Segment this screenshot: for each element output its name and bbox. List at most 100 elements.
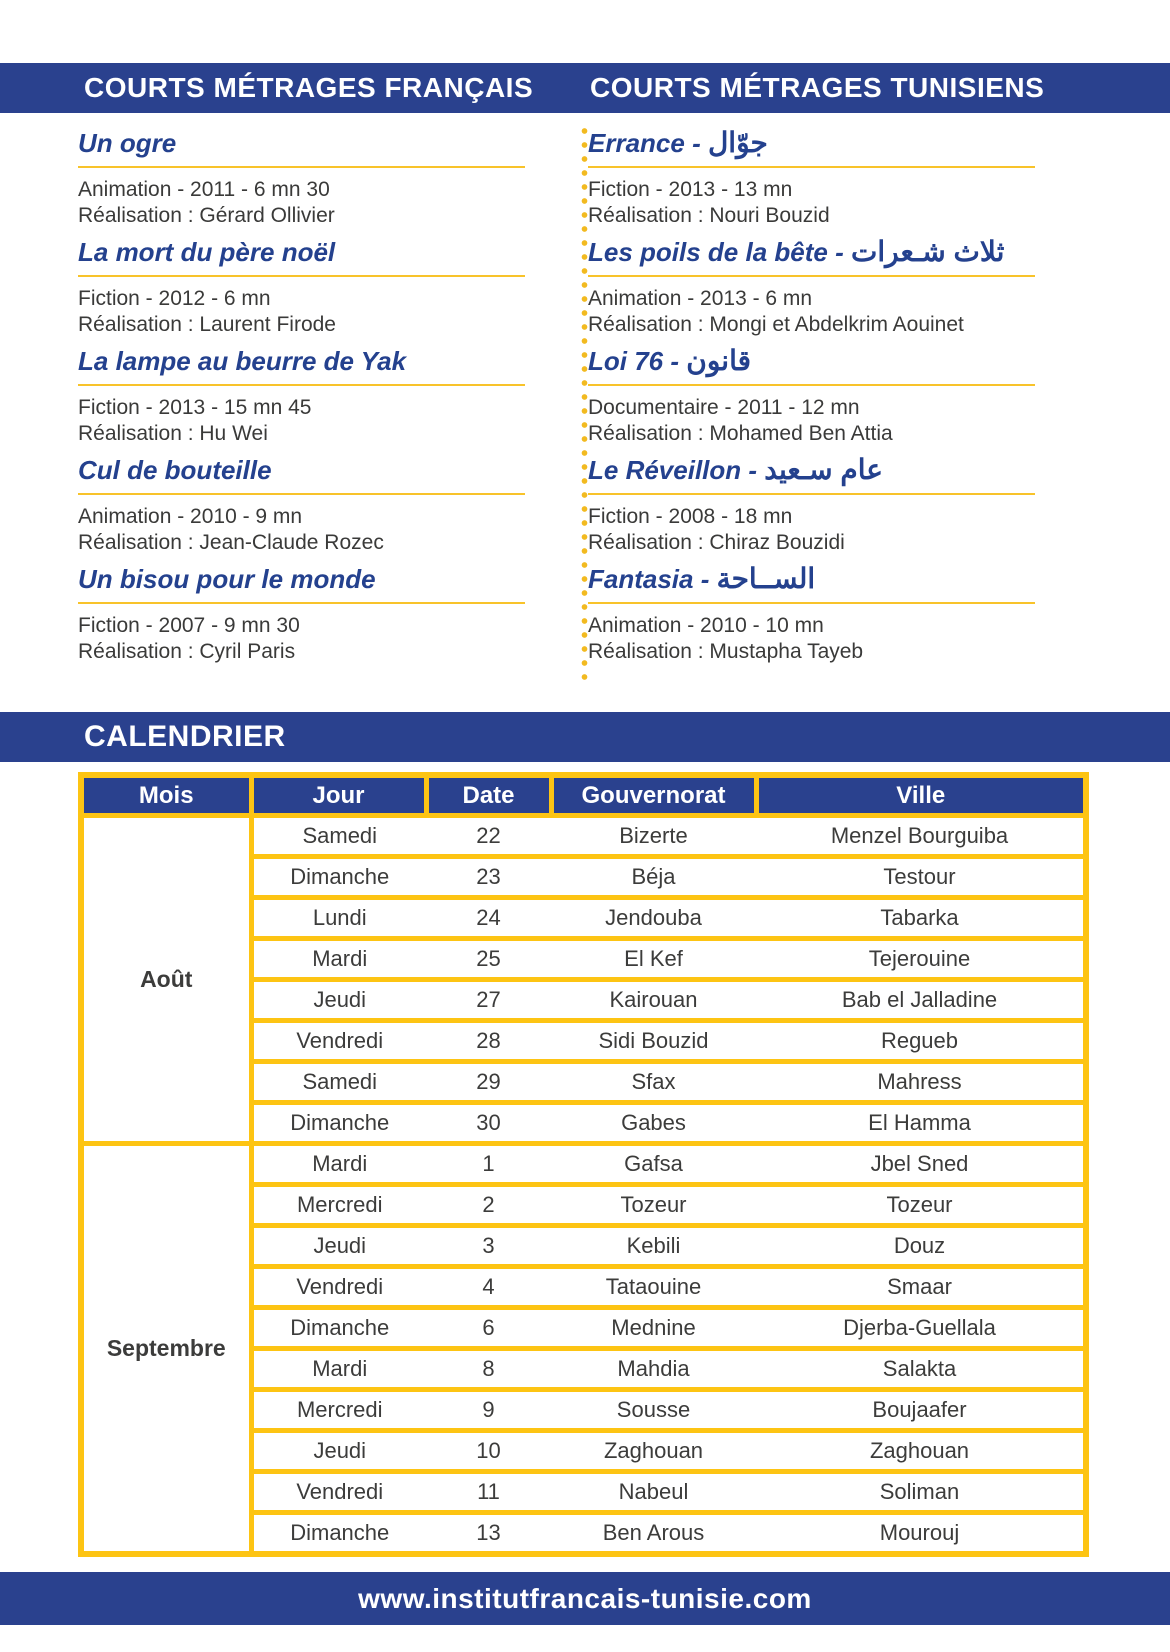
calendar-cell-jour: Dimanche: [251, 854, 426, 900]
calendar-row: Vendredi 11 Nabeul Soliman: [81, 1469, 1086, 1515]
film-genre-year-duration: Fiction - 2008 - 18 mn: [588, 505, 793, 528]
calendar-cell-gouvernorat: Jendouba: [551, 895, 756, 941]
film-title: Fantasia - الســاحة: [588, 564, 1035, 604]
tunisian-films-column: Errance - جوّال Fiction - 2013 - 13 mn Réa…: [588, 128, 1035, 673]
film-title: Errance - جوّال: [588, 128, 1035, 168]
film-genre-year-duration: Animation - 2010 - 9 mn: [78, 505, 303, 528]
film-entry: Loi 76 - قانون Documentaire - 2011 - 12 m…: [588, 346, 1035, 455]
calendar-cell-date: 8: [426, 1346, 551, 1392]
film-title: La lampe au beurre de Yak: [78, 346, 525, 386]
footer-bar: www.institutfrancais-tunisie.com: [0, 1572, 1170, 1625]
film-title-separator: -: [741, 455, 765, 485]
film-title-arabic: جوّال: [707, 127, 768, 158]
film-title-latin: La lampe au beurre de Yak: [78, 346, 407, 376]
film-title-arabic: الســاحة: [716, 563, 816, 594]
film-entry: Un ogre Animation - 2011 - 6 mn 30 Réalisa…: [78, 128, 525, 237]
film-title: Loi 76 - قانون: [588, 346, 1035, 386]
film-director: Réalisation : Laurent Firode: [78, 313, 336, 336]
calendar-cell-date: 2: [426, 1182, 551, 1228]
calendar-row: Dimanche 30 Gabes El Hamma: [81, 1100, 1086, 1146]
calendar-header-row: Mois Jour Date Gouvernorat Ville: [78, 772, 1089, 818]
calendar-row: Jeudi 3 Kebili Douz: [81, 1223, 1086, 1269]
film-title-latin: Fantasia: [588, 564, 694, 594]
calendar-cell-ville: Menzel Bourguiba: [756, 813, 1086, 859]
film-genre-year-duration: Fiction - 2013 - 15 mn 45: [78, 396, 312, 419]
film-details: Fiction - 2013 - 13 mn Réalisation : Nour…: [588, 177, 1035, 229]
column-header-gouvernorat: Gouvernorat: [548, 772, 759, 818]
film-genre-year-duration: Animation - 2013 - 6 mn: [588, 287, 813, 310]
films-section: Un ogre Animation - 2011 - 6 mn 30 Réalisa…: [0, 124, 1170, 688]
dotted-column-divider: [581, 124, 588, 680]
film-title-arabic: عام سـعيد: [764, 454, 883, 485]
film-genre-year-duration: Fiction - 2013 - 13 mn: [588, 178, 793, 201]
calendar-cell-ville: El Hamma: [756, 1100, 1086, 1146]
calendar-cell-ville: Tejerouine: [756, 936, 1086, 982]
calendar-row: Vendredi 28 Sidi Bouzid Regueb: [81, 1018, 1086, 1064]
film-director: Réalisation : Nouri Bouzid: [588, 204, 830, 227]
calendar-banner: CALENDRIER: [0, 712, 1170, 762]
calendar-cell-date: 4: [426, 1264, 551, 1310]
film-title-separator: -: [693, 564, 717, 594]
calendar-cell-date: 30: [426, 1100, 551, 1146]
film-entry: Le Réveillon - عام سـعيد Fiction - 2008 -…: [588, 455, 1035, 564]
calendar-cell-gouvernorat: Ben Arous: [551, 1510, 756, 1557]
calendar-cell-jour: Lundi: [251, 895, 426, 941]
calendar-cell-gouvernorat: Nabeul: [551, 1469, 756, 1515]
film-details: Animation - 2010 - 10 mn Réalisation : Mu…: [588, 613, 1035, 665]
calendar-row: Mardi 25 El Kef Tejerouine: [81, 936, 1086, 982]
calendar-row: Août Samedi 22 Bizerte Menzel Bourguiba: [81, 813, 1086, 1146]
calendar-cell-gouvernorat: Mednine: [551, 1305, 756, 1351]
calendar-cell-ville: Bab el Jalladine: [756, 977, 1086, 1023]
calendar-cell-date: 22: [426, 813, 551, 859]
film-entry: Fantasia - الســاحة Animation - 2010 - 10…: [588, 564, 1035, 673]
calendar-cell-jour: Vendredi: [251, 1018, 426, 1064]
calendar-cell-date: 9: [426, 1387, 551, 1433]
calendar-cell-date: 23: [426, 854, 551, 900]
calendar-row: Dimanche 6 Mednine Djerba-Guellala: [81, 1305, 1086, 1351]
film-title-separator: -: [663, 346, 687, 376]
calendar-cell-date: 6: [426, 1305, 551, 1351]
calendar-cell-gouvernorat: Zaghouan: [551, 1428, 756, 1474]
film-title: Cul de bouteille: [78, 455, 525, 495]
calendar-cell-date: 24: [426, 895, 551, 941]
calendar-cell-jour: Samedi: [251, 1059, 426, 1105]
film-genre-year-duration: Documentaire - 2011 - 12 mn: [588, 396, 860, 419]
calendar-cell-ville: Tabarka: [756, 895, 1086, 941]
calendar-cell-jour: Dimanche: [251, 1305, 426, 1351]
film-title-latin: Errance: [588, 128, 685, 158]
film-title-latin: Loi 76: [588, 346, 664, 376]
film-title: Les poils de la bête - ثلاث شـعرات: [588, 237, 1035, 277]
calendar-cell-date: 11: [426, 1469, 551, 1515]
film-entry: Les poils de la bête - ثلاث شـعرات Animat…: [588, 237, 1035, 346]
film-title-separator: -: [827, 237, 851, 267]
film-title-arabic: قانون: [686, 345, 751, 376]
film-title-latin: La mort du père noël: [78, 237, 336, 267]
calendar-row: Dimanche 13 Ben Arous Mourouj: [81, 1510, 1086, 1557]
film-genre-year-duration: Animation - 2011 - 6 mn 30: [78, 178, 330, 201]
film-director: Réalisation : Mohamed Ben Attia: [588, 422, 893, 445]
website-link[interactable]: www.institutfrancais-tunisie.com: [358, 1582, 812, 1614]
calendar-cell-gouvernorat: Gafsa: [551, 1141, 756, 1187]
calendar-cell-jour: Jeudi: [251, 1223, 426, 1269]
film-director: Réalisation : Hu Wei: [78, 422, 268, 445]
film-title: Le Réveillon - عام سـعيد: [588, 455, 1035, 495]
calendar-cell-date: 28: [426, 1018, 551, 1064]
film-title-latin: Les poils de la bête: [588, 237, 828, 267]
calendar-cell-jour: Samedi: [251, 813, 426, 859]
calendar-row: Mardi 8 Mahdia Salakta: [81, 1346, 1086, 1392]
calendar-cell-gouvernorat: El Kef: [551, 936, 756, 982]
calendar-cell-date: 25: [426, 936, 551, 982]
film-genre-year-duration: Animation - 2010 - 10 mn: [588, 614, 824, 637]
calendar-cell-date: 3: [426, 1223, 551, 1269]
calendar-cell-gouvernorat: Sousse: [551, 1387, 756, 1433]
calendar-cell-date: 27: [426, 977, 551, 1023]
calendar-cell-jour: Mercredi: [251, 1182, 426, 1228]
film-details: Fiction - 2012 - 6 mn Réalisation : Laure…: [78, 286, 525, 338]
calendar-month-cell: Août: [81, 813, 254, 1146]
calendar-row: Dimanche 23 Béja Testour: [81, 854, 1086, 900]
film-title-latin: Cul de bouteille: [78, 455, 272, 485]
calendar-cell-jour: Dimanche: [251, 1510, 426, 1557]
film-genre-year-duration: Fiction - 2012 - 6 mn: [78, 287, 271, 310]
calendar-row: Jeudi 27 Kairouan Bab el Jalladine: [81, 977, 1086, 1023]
french-shorts-heading: COURTS MÉTRAGES FRANÇAIS: [84, 72, 534, 103]
